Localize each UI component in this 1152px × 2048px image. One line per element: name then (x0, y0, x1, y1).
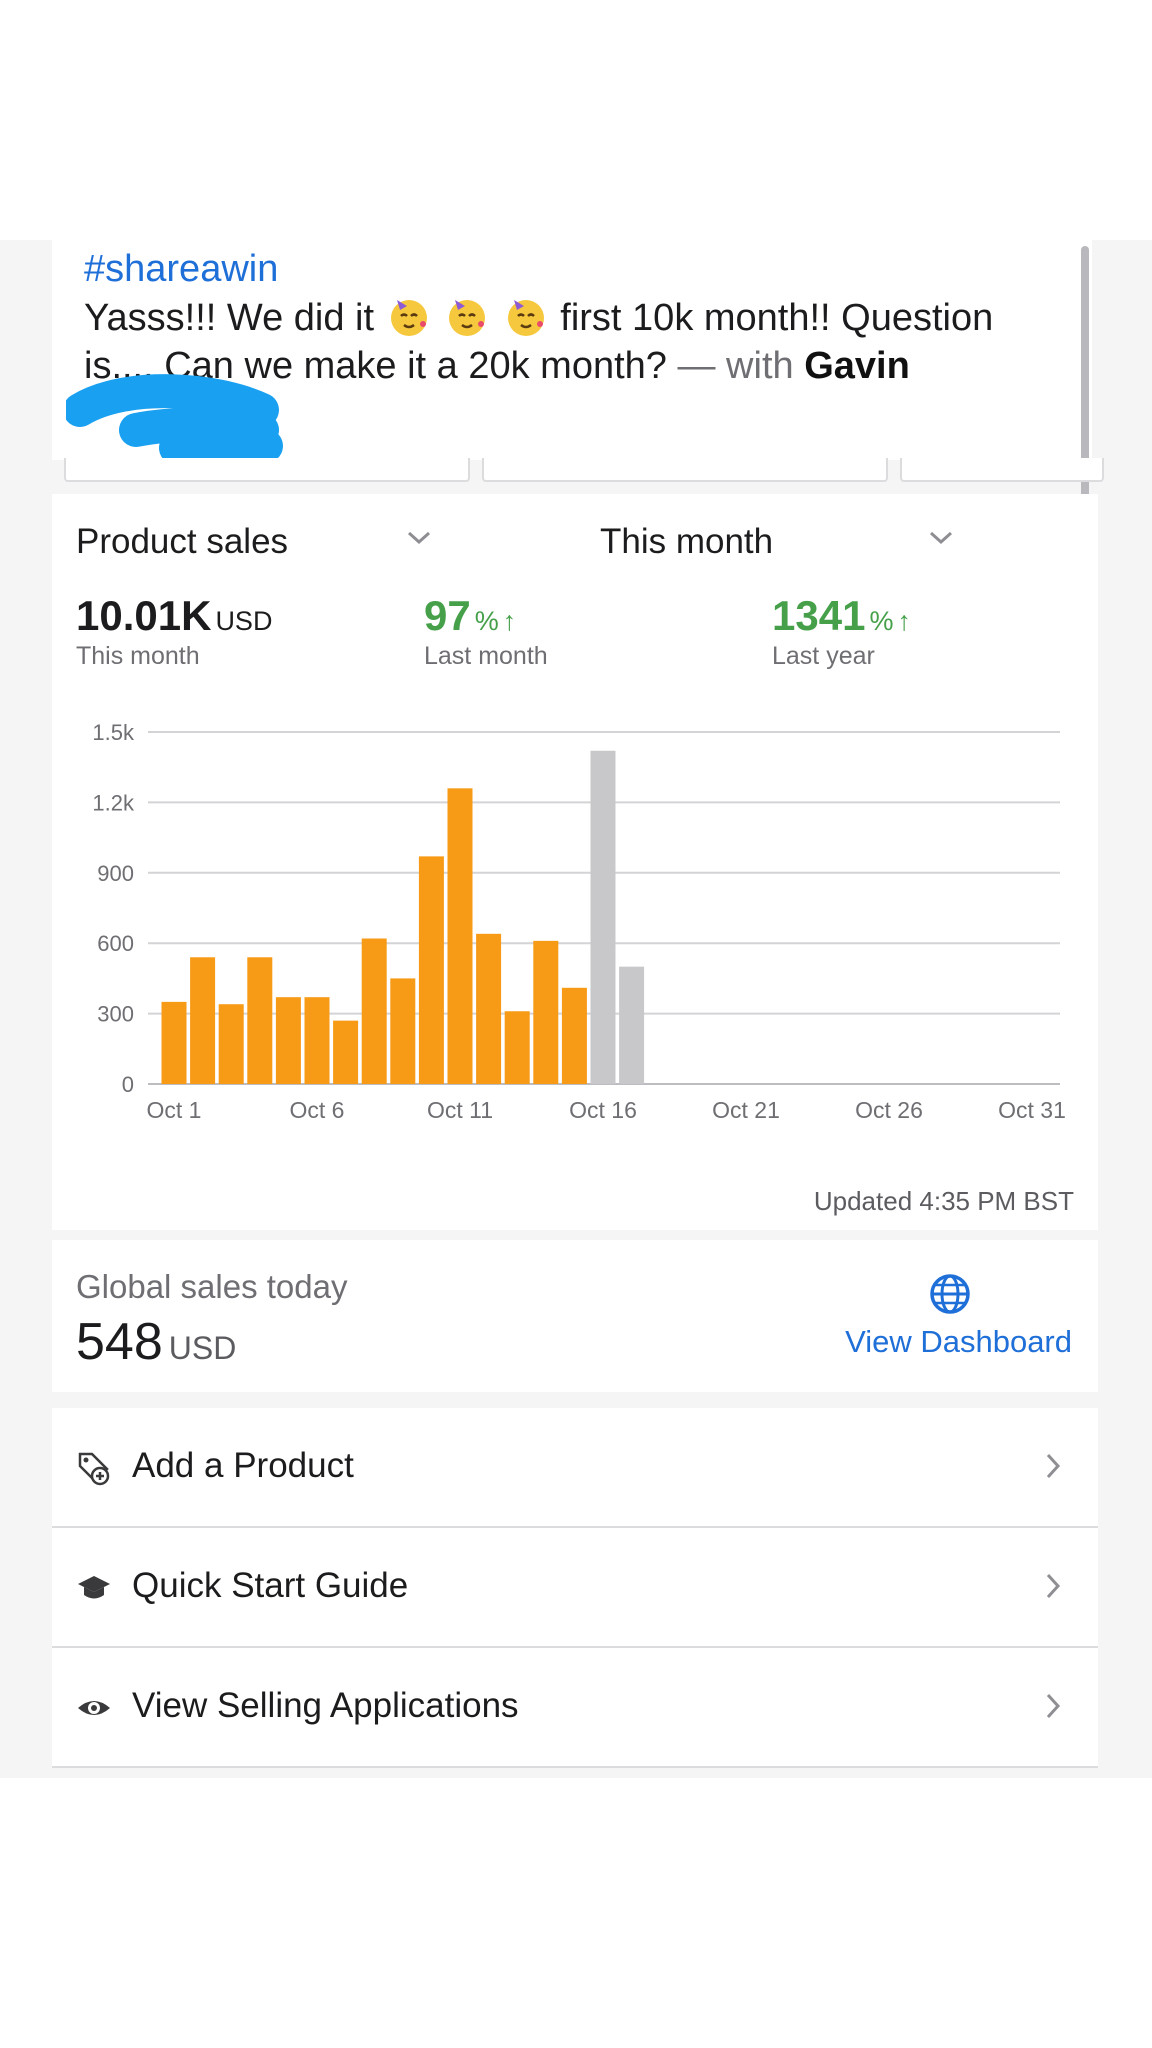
chevron-right-icon (1046, 1573, 1061, 1599)
bar (333, 1020, 359, 1084)
arrow-up-icon: ↑ (897, 606, 911, 636)
bar (275, 997, 301, 1084)
stat-last-year-value: 1341% ↑ (772, 592, 911, 639)
stat-last-year-label: Last year (772, 642, 875, 670)
menu-item-label: Add a Product (132, 1446, 354, 1485)
updated-timestamp: Updated 4:35 PM BST (813, 1186, 1074, 1216)
chevron-down-icon[interactable] (406, 530, 432, 546)
hashtag-link[interactable]: #shareawin (84, 248, 279, 290)
global-sales-title: Global sales today (76, 1268, 348, 1305)
bar (190, 957, 216, 1084)
eye-icon (78, 1701, 110, 1715)
bar (390, 978, 416, 1084)
bar (447, 788, 473, 1084)
bar (504, 1011, 530, 1084)
partying-face-icon (502, 294, 550, 342)
bar (619, 966, 645, 1084)
y-tick-label: 300 (97, 1002, 134, 1027)
bar (304, 997, 330, 1084)
x-tick-label: Oct 31 (998, 1097, 1066, 1123)
partying-face-icon (443, 294, 491, 342)
sales-card: Product sales This month 10.01K USD This … (52, 494, 1098, 1230)
caption-line1-start: Yasss!!! We did it (84, 297, 375, 339)
menu-item-label: Quick Start Guide (132, 1566, 409, 1605)
x-tick-label: Oct 1 (147, 1097, 202, 1123)
global-sales-value: 548 USD (76, 1313, 237, 1371)
stat-card-edge (900, 458, 1104, 482)
stat-this-month-value: 10.01K USD (76, 592, 273, 639)
x-tick-label: Oct 6 (290, 1097, 345, 1123)
bar (161, 1001, 187, 1084)
y-tick-label: 900 (97, 861, 134, 886)
view-dashboard-link[interactable]: View Dashboard (845, 1324, 1072, 1359)
chevron-right-icon (1046, 1453, 1061, 1479)
bar (361, 938, 387, 1084)
graduation-cap-icon (78, 1576, 110, 1599)
x-tick-label: Oct 21 (712, 1097, 780, 1123)
chevron-down-icon[interactable] (928, 530, 954, 546)
caption-line1-end: first 10k month!! Question (560, 297, 994, 339)
globe-icon[interactable] (928, 1272, 972, 1316)
chevron-right-icon (1046, 1693, 1061, 1719)
stat-last-month-label: Last month (424, 642, 548, 670)
menu-item-quick-start-guide[interactable]: Quick Start Guide (52, 1528, 1098, 1648)
y-tick-label: 600 (97, 931, 134, 956)
with-text: — with (677, 345, 794, 387)
tagged-person-link[interactable]: Gavin (804, 345, 910, 387)
global-sales-card: Global sales today 548 USD View Dashboard (52, 1240, 1098, 1392)
bar (218, 1004, 244, 1084)
add-product-tag-icon (78, 1452, 110, 1486)
bar (418, 856, 444, 1084)
bar (561, 987, 587, 1084)
y-tick-label: 1.2k (92, 790, 135, 815)
stat-card-edge (64, 458, 470, 482)
y-tick-label: 1.5k (92, 720, 135, 745)
arrow-up-icon: ↑ (502, 606, 517, 636)
sales-bar-chart: 0 300 600 900 1.2k 1.5k Oct 1 Oct 6 Oct 11 Oct 16… (92, 720, 1066, 1123)
x-tick-label: Oct 26 (855, 1097, 923, 1123)
stat-this-month-label: This month (76, 642, 200, 670)
menu-item-add-product[interactable]: Add a Product (52, 1408, 1098, 1528)
menu-item-label: View Selling Applications (132, 1686, 519, 1725)
period-selector[interactable]: This month (600, 522, 774, 561)
menu-item-view-selling-applications[interactable]: View Selling Applications (52, 1648, 1098, 1768)
partying-face-icon (385, 294, 433, 342)
bar (476, 933, 502, 1084)
bar (247, 957, 273, 1084)
bar (590, 750, 616, 1084)
x-tick-label: Oct 16 (569, 1097, 637, 1123)
stat-last-month-value: 97% ↑ (424, 592, 517, 639)
bar (533, 940, 559, 1084)
x-tick-label: Oct 11 (427, 1097, 493, 1123)
metric-selector[interactable]: Product sales (76, 522, 289, 561)
y-tick-label: 0 (122, 1072, 134, 1097)
redaction-scribble (66, 374, 283, 465)
stat-card-edge (482, 458, 888, 482)
